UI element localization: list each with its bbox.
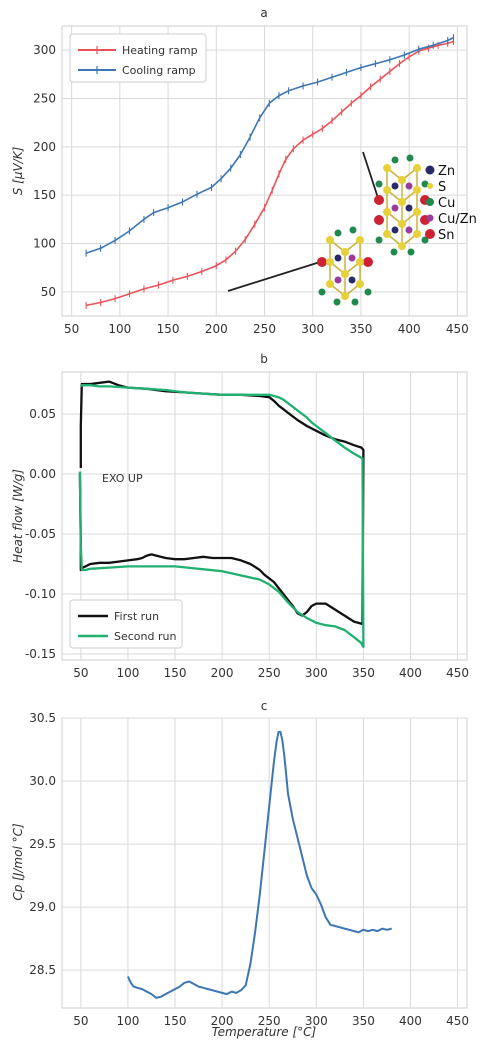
x-tick-label: 100 (116, 666, 139, 680)
panel-a: a 50 100 150 200 250 300 350 400 450 50 100 150 200… (11, 6, 477, 336)
x-axis-label-c: Temperature [°C] (212, 1025, 317, 1039)
y-tick-label: 50 (41, 285, 56, 299)
x-ticks-a: 50 100 150 200 250 300 350 400 450 (64, 322, 469, 336)
x-tick-label: 450 (446, 322, 469, 336)
x-tick-label: 250 (258, 1014, 281, 1028)
y-tick-label: 29.0 (29, 900, 56, 914)
series-line-b-1 (78, 384, 365, 648)
atom-swatch-cu (426, 198, 434, 206)
x-tick-label: 300 (305, 1014, 328, 1028)
y-axis-label-c: Cp [J/mol °C] (11, 823, 25, 901)
atom-label-zn: Zn (438, 164, 455, 179)
y-ticks-c: 28.5 29.0 29.5 30.0 30.5 (29, 711, 56, 977)
x-tick-label: 350 (349, 322, 372, 336)
x-tick-label: 300 (305, 666, 328, 680)
pointer-line-small (227, 261, 321, 292)
y-tick-label: 200 (33, 140, 56, 154)
atom-swatch-s (427, 183, 433, 189)
atom-swatch-sn (425, 229, 435, 239)
crystal-structure-large: Zn S Cu Cu/Zn Sn (362, 151, 477, 256)
series-line-a-0 (85, 40, 454, 307)
y-tick-label: 30.0 (29, 774, 56, 788)
y-tick-label: 29.5 (29, 837, 56, 851)
x-tick-label: 100 (108, 322, 131, 336)
x-tick-label: 50 (73, 666, 88, 680)
y-axis-label-a: S [μV/K] (11, 146, 25, 195)
exo-up-annotation: EXO UP (102, 472, 143, 485)
y-tick-label: -0.05 (25, 527, 56, 541)
y-ticks-b: -0.15 -0.10 -0.05 0.00 0.05 (25, 407, 56, 661)
y-tick-label: 100 (33, 237, 56, 251)
x-tick-label: 250 (258, 666, 281, 680)
y-tick-label: 30.5 (29, 711, 56, 725)
x-ticks-c: 50 100 150 200 250 300 350 400 450 (73, 1014, 469, 1028)
panel-a-title: a (260, 6, 267, 20)
legend-label-cooling: Cooling ramp (122, 64, 196, 77)
grid-c (62, 717, 467, 1008)
panel-b: b 50 100 150 200 250 300 350 400 450 -0.15-0.10-… (11, 352, 469, 680)
legend-b: First run Second run (69, 599, 183, 649)
y-tick-label: -0.15 (25, 647, 56, 661)
y-tick-label: 28.5 (29, 963, 56, 977)
series-line-c-0 (126, 730, 392, 999)
legend-label-first-run: First run (114, 610, 159, 623)
x-tick-label: 200 (211, 666, 234, 680)
x-ticks-b: 50 100 150 200 250 300 350 400 450 (73, 666, 469, 680)
series-line-a-1 (85, 36, 454, 254)
x-tick-label: 250 (253, 322, 276, 336)
x-tick-label: 400 (399, 666, 422, 680)
legend-a: Heating ramp Cooling ramp (69, 33, 207, 83)
x-tick-label: 450 (446, 666, 469, 680)
x-tick-label: 350 (352, 1014, 375, 1028)
atom-swatch-zn (425, 165, 435, 175)
x-tick-label: 200 (205, 322, 228, 336)
y-tick-label: 300 (33, 43, 56, 57)
series-b (78, 380, 365, 648)
legend-label-heating: Heating ramp (122, 44, 198, 57)
y-ticks-a: 50 100 150 200 250 300 (33, 43, 56, 299)
crystal-structure-small (227, 226, 373, 306)
atom-label-cu: Cu (438, 196, 455, 211)
x-tick-label: 150 (164, 666, 187, 680)
y-tick-label: 150 (33, 188, 56, 202)
panel-c: c 50 100 150 200 250 300 350 400 450 28.5 29.0 29.… (11, 699, 469, 1039)
atom-swatch-cuzn (426, 214, 434, 222)
x-tick-label: 150 (164, 1014, 187, 1028)
panel-b-title: b (260, 352, 268, 366)
x-tick-label: 350 (352, 666, 375, 680)
atom-legend: Zn S Cu Cu/Zn Sn (425, 164, 477, 243)
x-tick-label: 450 (446, 1014, 469, 1028)
series-a (85, 34, 455, 309)
y-tick-label: -0.10 (25, 587, 56, 601)
x-tick-label: 50 (64, 322, 79, 336)
x-tick-label: 400 (398, 322, 421, 336)
x-tick-label: 150 (157, 322, 180, 336)
series-c (126, 730, 392, 999)
y-axis-label-b: Heat flow [W/g] (11, 469, 25, 563)
atom-label-s: S (438, 180, 446, 195)
atom-label-sn: Sn (438, 228, 455, 243)
x-tick-label: 300 (301, 322, 324, 336)
legend-label-second-run: Second run (114, 630, 176, 643)
pointer-line-large (362, 151, 379, 199)
atom-label-cuzn: Cu/Zn (438, 212, 477, 227)
x-tick-label: 200 (211, 1014, 234, 1028)
panel-c-title: c (261, 699, 268, 713)
plot-area-c (61, 717, 468, 1009)
x-tick-label: 400 (399, 1014, 422, 1028)
y-tick-label: 250 (33, 92, 56, 106)
x-tick-label: 100 (116, 1014, 139, 1028)
x-tick-label: 50 (73, 1014, 88, 1028)
y-tick-label: 0.00 (29, 467, 56, 481)
y-tick-label: 0.05 (29, 407, 56, 421)
